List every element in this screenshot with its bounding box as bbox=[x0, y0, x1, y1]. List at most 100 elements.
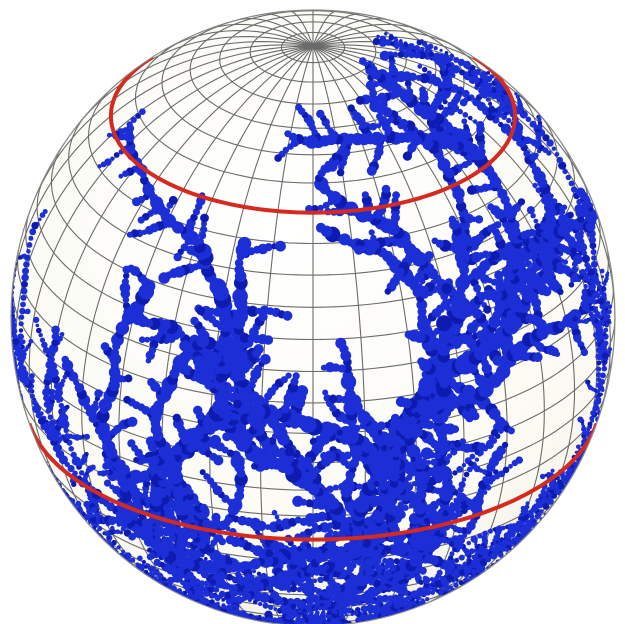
dendrite-particle bbox=[459, 98, 468, 107]
dendrite-particle bbox=[153, 558, 161, 567]
dendrite-particle bbox=[415, 288, 424, 297]
dendrite-particle bbox=[431, 237, 439, 245]
dendrite-particle bbox=[274, 514, 280, 520]
dendrite-particle bbox=[221, 598, 225, 602]
dendrite-particle bbox=[402, 151, 412, 161]
dendrite-particle bbox=[488, 101, 493, 106]
dendrite-particle bbox=[210, 579, 217, 585]
dendrite-particle bbox=[146, 553, 154, 561]
dendrite-particle bbox=[335, 337, 347, 349]
dendrite-particle bbox=[539, 473, 546, 480]
dendrite-particle bbox=[480, 274, 490, 284]
dendrite-particle bbox=[326, 485, 334, 493]
dendrite-particle bbox=[70, 451, 77, 458]
dendrite-particle bbox=[494, 108, 499, 113]
dendrite-particle bbox=[97, 470, 103, 476]
dendrite-particle bbox=[381, 184, 391, 194]
dendrite-particle bbox=[211, 360, 219, 368]
dendrite-particle bbox=[232, 577, 237, 582]
dendrite-particle bbox=[385, 39, 390, 44]
meridian-line bbox=[28, 45, 314, 512]
meridian-line bbox=[232, 18, 314, 47]
dendrite-particle bbox=[94, 512, 98, 517]
dendrite-particle bbox=[61, 355, 69, 364]
dendrite-particle bbox=[533, 218, 539, 224]
dendrite-particle bbox=[573, 334, 582, 343]
dendrite-particle bbox=[449, 219, 460, 230]
dendrite-particle bbox=[517, 198, 526, 206]
dendrite-particle bbox=[568, 180, 575, 187]
dendrite-particle bbox=[585, 201, 592, 208]
dendrite-particle bbox=[114, 529, 119, 534]
dendrite-particle bbox=[38, 332, 43, 338]
dendrite-particle bbox=[494, 221, 502, 229]
dendrite-particle bbox=[420, 46, 425, 51]
dendrite-particle bbox=[546, 150, 552, 156]
dendrite-particle bbox=[355, 96, 365, 105]
dendrite-particle bbox=[65, 404, 70, 410]
dendrite-particle bbox=[237, 591, 243, 596]
dendrite-particle bbox=[461, 118, 468, 125]
dendrite-particle bbox=[208, 520, 215, 526]
dendrite-particle bbox=[49, 393, 56, 400]
dendrite-particle bbox=[384, 288, 392, 295]
dendrite-particle bbox=[271, 509, 278, 516]
dendrite-particle bbox=[472, 119, 478, 124]
dendrite-particle bbox=[162, 577, 167, 581]
dendrite-particle bbox=[557, 288, 564, 296]
dendrite-particle bbox=[33, 316, 40, 323]
dendrite-particle bbox=[292, 495, 304, 507]
dendrite-particle bbox=[187, 590, 193, 596]
dendrite-particle bbox=[408, 423, 420, 435]
dendrite-particle bbox=[326, 617, 332, 623]
dendrite-particle bbox=[342, 370, 354, 381]
dendrite-particle bbox=[262, 602, 269, 609]
dendrite-particle bbox=[233, 399, 242, 409]
dendrite-particle bbox=[216, 534, 224, 541]
dendrite-particle bbox=[297, 459, 309, 471]
dendrite-particle bbox=[422, 42, 428, 47]
dendrite-particle bbox=[394, 38, 399, 43]
dendrite-particle bbox=[565, 174, 571, 181]
dendrite-particle bbox=[471, 411, 480, 421]
dendrite-particle bbox=[582, 195, 590, 203]
dendrite-particle bbox=[127, 264, 136, 273]
dendrite-particle bbox=[425, 597, 430, 602]
dendrite-particle bbox=[31, 399, 38, 406]
dendrite-particle bbox=[494, 433, 501, 439]
dendrite-particle bbox=[347, 104, 356, 112]
dendrite-particle bbox=[376, 123, 382, 129]
dendrite-particle bbox=[316, 109, 325, 119]
dendrite-particle bbox=[71, 481, 77, 487]
parallel-line bbox=[280, 31, 346, 64]
dendrite-particle bbox=[474, 215, 484, 224]
dendrite-particle bbox=[284, 446, 295, 457]
dendrite-particle bbox=[130, 557, 136, 563]
dendrite-particle bbox=[435, 77, 441, 83]
dendrite-particle bbox=[254, 364, 263, 373]
dendrite-particle bbox=[199, 595, 204, 600]
dendrite-particle bbox=[137, 216, 145, 224]
dendrite-particle bbox=[388, 35, 395, 41]
dendrite-particle bbox=[425, 420, 435, 430]
dendrite-particle bbox=[41, 341, 48, 349]
dendrite-particle bbox=[379, 35, 387, 42]
dendrite-particle bbox=[113, 152, 120, 158]
dendrite-particle bbox=[322, 389, 329, 396]
dendrite-particle bbox=[366, 67, 375, 76]
dendrite-particle bbox=[193, 593, 199, 598]
dendrite-particle bbox=[457, 58, 466, 66]
dendrite-particle bbox=[295, 103, 303, 111]
dendrite-particle bbox=[90, 464, 96, 470]
dendrite-particle bbox=[127, 416, 138, 427]
dendrite-particle bbox=[51, 339, 59, 347]
dendrite-particle bbox=[383, 474, 389, 480]
dendrite-particle bbox=[216, 601, 220, 606]
dendrite-particle bbox=[324, 362, 336, 373]
dendrite-particle bbox=[121, 278, 129, 286]
dendrite-particle bbox=[320, 364, 328, 371]
dendrite-particle bbox=[256, 520, 267, 532]
dendrite-particle bbox=[278, 447, 286, 455]
dendrite-particle bbox=[51, 325, 60, 335]
dendrite-particle bbox=[39, 337, 46, 343]
